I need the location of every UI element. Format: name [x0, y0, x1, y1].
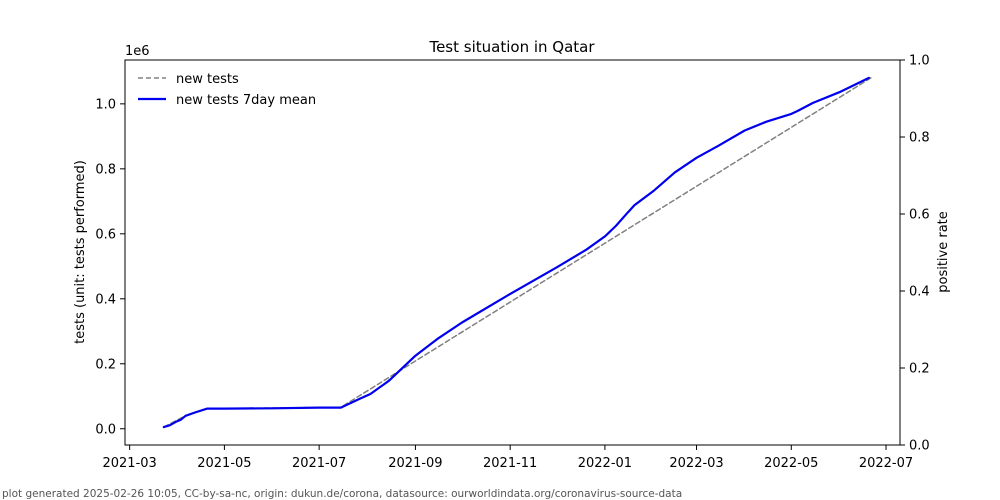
x-axis: 2021-03 2021-05 2021-07 2021-09 2021-11 2022-…	[102, 445, 913, 471]
series	[162, 76, 873, 429]
x-tick-label-3: 2021-09	[388, 456, 442, 471]
y-tick-label-0: 0.0	[95, 422, 116, 437]
y2-axis-title: positive rate	[936, 211, 951, 293]
x-tick-label-0: 2021-03	[102, 456, 156, 471]
legend: new tests new tests 7day mean	[138, 72, 316, 108]
x-tick-label-4: 2021-11	[483, 456, 537, 471]
y2-tick-label-2: 0.4	[909, 285, 930, 300]
x-tick-label-6: 2022-03	[669, 456, 723, 471]
plot-background	[125, 60, 900, 445]
chart-title: Test situation in Qatar	[428, 38, 595, 56]
y2-tick-label-0: 0.0	[909, 439, 930, 454]
x-tick-label-2: 2021-07	[292, 456, 346, 471]
series-line-new-tests-7day-mean	[162, 76, 871, 429]
x-tick-label-1: 2021-05	[197, 456, 251, 471]
y-axis: 0.0 0.2 0.4 0.6 0.8 1.0	[95, 97, 125, 437]
plot-frame	[124, 59, 901, 446]
y-tick-label-2: 0.4	[95, 292, 116, 307]
x-tick-label-5: 2022-01	[578, 456, 632, 471]
y2-tick-label-1: 0.2	[909, 362, 930, 377]
x-tick-label-7: 2022-05	[764, 456, 818, 471]
y-offset-label: 1e6	[125, 44, 150, 59]
y2-tick-label-3: 0.6	[909, 208, 930, 223]
legend-label-new-tests-7day-mean: new tests 7day mean	[176, 93, 316, 108]
y2-tick-label-5: 1.0	[909, 54, 930, 69]
y-tick-label-4: 0.8	[95, 162, 116, 177]
y-axis-title: tests (unit: tests performed)	[73, 160, 88, 344]
y-tick-label-1: 0.2	[95, 357, 116, 372]
y2-tick-label-4: 0.8	[909, 131, 930, 146]
y-tick-label-5: 1.0	[95, 97, 116, 112]
footer-note: plot generated 2025-02-26 10:05, CC-by-s…	[2, 488, 682, 500]
legend-label-new-tests: new tests	[176, 72, 239, 87]
x-tick-label-8: 2022-07	[859, 456, 913, 471]
y-tick-label-3: 0.6	[95, 227, 116, 242]
y2-axis: 0.0 0.2 0.4 0.6 0.8 1.0	[900, 54, 930, 454]
